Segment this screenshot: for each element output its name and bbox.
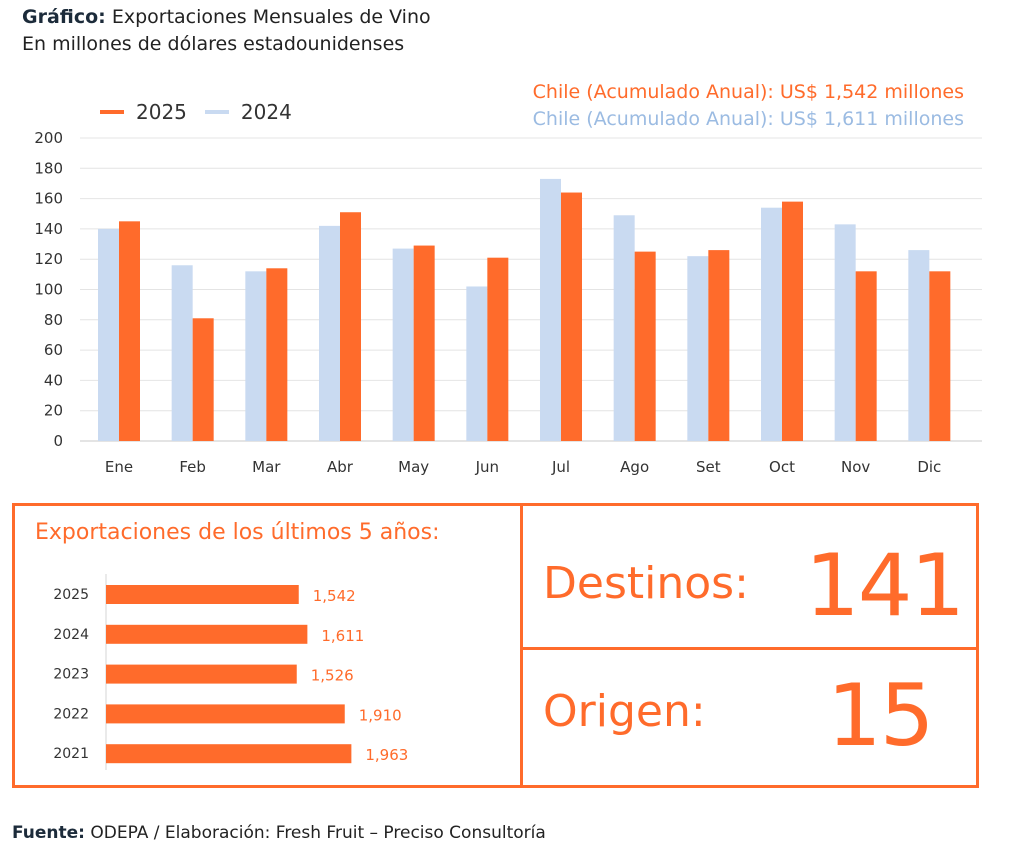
- bar-year-2024: [106, 624, 308, 644]
- origen-value: 15: [827, 666, 934, 766]
- title-prefix: Gráfico:: [22, 6, 106, 28]
- y-tick-label: 0: [53, 432, 63, 450]
- cumulative-2025-annotation: Chile (Acumulado Anual): US$ 1,542 millo…: [532, 81, 964, 103]
- bar-2024-jul: [540, 178, 561, 441]
- five-year-title: Exportaciones de los últimos 5 años:: [35, 520, 440, 545]
- bar-2024-nov: [834, 224, 856, 441]
- bar-2025-dic: [929, 271, 951, 441]
- bar-year-2022: [106, 704, 345, 724]
- bar-2025-ago: [634, 251, 656, 441]
- bar-2024-mar: [245, 271, 267, 441]
- bar-2025-ene: [119, 221, 140, 441]
- x-tick-label: Dic: [917, 458, 941, 476]
- chart-title: Gráfico: Exportaciones Mensuales de Vino: [22, 6, 431, 28]
- x-tick-label: Oct: [769, 458, 795, 476]
- bar-2024-ene: [98, 228, 119, 441]
- source-footer: Fuente: ODEPA / Elaboración: Fresh Fruit…: [12, 823, 546, 843]
- bar-value-label: 1,910: [359, 706, 402, 724]
- bar-2025-oct: [782, 201, 803, 441]
- source-text: ODEPA / Elaboración: Fresh Fruit – Preci…: [90, 823, 546, 843]
- summary-panel: Exportaciones de los últimos 5 años: 202…: [12, 503, 979, 788]
- bar-2024-jun: [466, 286, 488, 441]
- bar-2024-feb: [171, 265, 193, 441]
- bar-2024-ago: [613, 215, 635, 441]
- x-tick-label: May: [398, 458, 429, 476]
- year-label: 2023: [53, 667, 89, 683]
- bar-2024-oct: [761, 207, 782, 441]
- bar-year-2021: [106, 744, 352, 764]
- y-tick-label: 40: [44, 371, 63, 389]
- bar-2024-set: [687, 256, 709, 441]
- bar-year-2023: [106, 664, 297, 684]
- x-tick-label: Feb: [179, 458, 206, 476]
- panel-divider-horizontal: [520, 647, 976, 650]
- destinos-value: 141: [805, 536, 965, 636]
- bar-2025-nov: [855, 271, 877, 441]
- x-tick-label: Jul: [551, 458, 570, 476]
- chart-subtitle: En millones de dólares estadounidenses: [22, 33, 405, 55]
- x-tick-label: Nov: [841, 458, 870, 476]
- bar-2024-may: [392, 248, 414, 441]
- y-tick-label: 20: [44, 402, 63, 420]
- monthly-bar-chart: 0 20 40 60 80 100 120 140 160 180 200 Ene Feb Mar Abr M…: [34, 129, 982, 476]
- legend-label-2025: 2025: [136, 100, 187, 124]
- destinos-label: Destinos:: [543, 558, 749, 609]
- bar-value-label: 1,526: [311, 667, 354, 685]
- y-tick-label: 180: [34, 159, 63, 177]
- y-tick-label: 60: [44, 341, 63, 359]
- year-label: 2021: [53, 746, 89, 762]
- bar-value-label: 1,542: [313, 587, 356, 605]
- y-tick-label: 140: [34, 220, 63, 238]
- bar-value-label: 1,611: [321, 627, 364, 645]
- legend-label-2024: 2024: [240, 100, 292, 124]
- x-tick-label: Ago: [620, 458, 649, 476]
- x-tick-label: Jun: [475, 458, 499, 476]
- bar-2025-mar: [266, 268, 288, 441]
- title-text: Exportaciones Mensuales de Vino: [111, 6, 431, 28]
- x-tick-label: Mar: [252, 458, 281, 476]
- x-tick-label: Ene: [105, 458, 133, 476]
- bar-2025-set: [708, 250, 730, 441]
- bar-2024-dic: [908, 250, 930, 441]
- x-tick-label: Set: [696, 458, 721, 476]
- year-label: 2022: [53, 706, 89, 722]
- y-tick-label: 80: [44, 311, 63, 329]
- x-tick-label: Abr: [327, 458, 354, 476]
- bar-2025-abr: [340, 212, 361, 441]
- year-label: 2024: [53, 627, 89, 643]
- bar-2025-jul: [561, 192, 582, 441]
- source-prefix: Fuente:: [12, 823, 85, 843]
- bar-2024-abr: [319, 225, 340, 441]
- bar-value-label: 1,963: [365, 746, 408, 764]
- panel-divider-vertical: [520, 506, 523, 785]
- y-tick-label: 120: [34, 250, 63, 268]
- y-tick-label: 100: [34, 281, 63, 299]
- legend-swatch-2024: [204, 110, 229, 114]
- legend-swatch-2025: [100, 110, 124, 114]
- bar-year-2025: [106, 585, 299, 604]
- y-tick-label: 200: [34, 129, 63, 147]
- origen-label: Origen:: [543, 686, 706, 737]
- five-year-bar-chart: 2025 1,542 2024 1,611 2023 1,526 2022 1,910 2021…: [53, 574, 408, 770]
- bar-2025-feb: [192, 318, 214, 441]
- legend: 2025 2024: [100, 100, 310, 124]
- bar-2025-may: [413, 245, 435, 441]
- bar-2025-jun: [487, 257, 509, 441]
- cumulative-2024-annotation: Chile (Acumulado Anual): US$ 1,611 millo…: [532, 108, 964, 130]
- y-tick-label: 160: [34, 190, 63, 208]
- year-label: 2025: [53, 587, 89, 603]
